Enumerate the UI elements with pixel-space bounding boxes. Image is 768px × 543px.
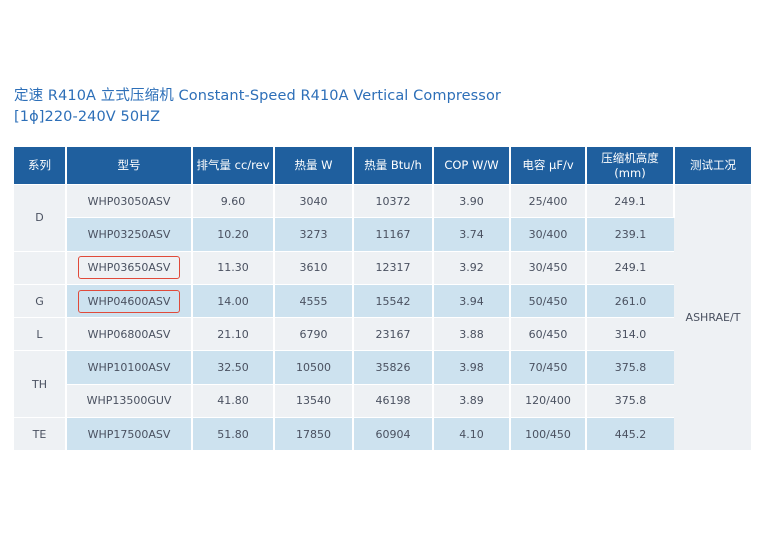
capacity-btu-cell: 60904 — [353, 417, 434, 451]
cop-cell: 3.94 — [433, 283, 511, 318]
capacity-w-cell: 10500 — [274, 350, 354, 385]
series-cell: TE — [14, 417, 67, 451]
header-capacity-btu: 热量 Btu/h — [353, 147, 434, 185]
model-cell: WHP10100ASV — [66, 350, 193, 385]
title-line-2: [1ϕ]220-240V 50HZ — [14, 109, 161, 125]
highlighted-model: WHP03650ASV — [77, 256, 181, 280]
table-header-row: 系列 型号 排气量 cc/rev 热量 W 热量 Btu/h COP W/W 电… — [14, 147, 751, 185]
header-height-line-2: (mm) — [614, 165, 646, 180]
displacement-cell: 10.20 — [192, 217, 275, 252]
capacity-btu-cell: 12317 — [353, 250, 434, 285]
height-cell: 445.2 — [586, 417, 674, 451]
capacity-btu-cell: 23167 — [353, 317, 434, 351]
table-row: WHP03650ASV 11.30 3610 12317 3.92 30/450… — [14, 250, 751, 285]
height-cell: 375.8 — [586, 383, 674, 418]
displacement-cell: 21.10 — [192, 317, 275, 351]
capacity-w-cell: 6790 — [274, 317, 354, 351]
capacity-w-cell: 4555 — [274, 283, 354, 318]
table-row: WHP03250ASV 10.20 3273 11167 3.74 30/400… — [14, 217, 751, 252]
header-displacement: 排气量 cc/rev — [192, 147, 275, 185]
displacement-cell: 41.80 — [192, 383, 275, 418]
capacitor-cell: 30/400 — [510, 217, 587, 252]
height-cell: 261.0 — [586, 283, 674, 318]
height-cell: 375.8 — [586, 350, 674, 385]
header-cop: COP W/W — [433, 147, 511, 185]
displacement-cell: 9.60 — [192, 183, 275, 218]
capacity-w-cell: 3610 — [274, 250, 354, 285]
series-cell-empty — [14, 250, 67, 285]
table-row: WHP13500GUV 41.80 13540 46198 3.89 120/4… — [14, 383, 751, 418]
model-cell: WHP04600ASV — [66, 283, 193, 318]
displacement-cell: 14.00 — [192, 283, 275, 318]
cop-cell: 3.92 — [433, 250, 511, 285]
capacitor-cell: 30/450 — [510, 250, 587, 285]
displacement-cell: 11.30 — [192, 250, 275, 285]
capacity-w-cell: 17850 — [274, 417, 354, 451]
height-cell: 249.1 — [586, 250, 674, 285]
header-test-condition: 测试工况 — [674, 147, 751, 185]
cop-cell: 4.10 — [433, 417, 511, 451]
capacity-btu-cell: 35826 — [353, 350, 434, 385]
table-row: G WHP04600ASV 14.00 4555 15542 3.94 50/4… — [14, 283, 751, 318]
model-cell: WHP06800ASV — [66, 317, 193, 351]
series-cell: L — [14, 317, 67, 351]
cop-cell: 3.89 — [433, 383, 511, 418]
model-cell: WHP13500GUV — [66, 383, 193, 418]
compressor-spec-table: 系列 型号 排气量 cc/rev 热量 W 热量 Btu/h COP W/W 电… — [14, 147, 751, 451]
capacity-btu-cell: 15542 — [353, 283, 434, 318]
model-cell: WHP03250ASV — [66, 217, 193, 252]
header-height-line-1: 压缩机高度 — [601, 150, 659, 165]
capacity-btu-cell: 46198 — [353, 383, 434, 418]
header-capacity-w: 热量 W — [274, 147, 354, 185]
test-condition-cell: ASHRAE/T — [674, 184, 751, 451]
capacity-btu-cell: 10372 — [353, 183, 434, 218]
table-row: TE WHP17500ASV 51.80 17850 60904 4.10 10… — [14, 417, 751, 451]
title-line-1: 定速 R410A 立式压缩机 Constant-Speed R410A Vert… — [14, 88, 501, 104]
header-capacitor: 电容 μF/v — [510, 147, 587, 185]
height-cell: 239.1 — [586, 217, 674, 252]
capacitor-cell: 100/450 — [510, 417, 587, 451]
capacitor-cell: 120/400 — [510, 383, 587, 418]
table-row: D WHP03050ASV 9.60 3040 10372 3.90 25/40… — [14, 183, 751, 451]
series-cell: G — [14, 283, 67, 318]
cop-cell: 3.98 — [433, 350, 511, 385]
cop-cell: 3.88 — [433, 317, 511, 351]
header-series: 系列 — [14, 147, 67, 185]
displacement-cell: 32.50 — [192, 350, 275, 385]
highlighted-model: WHP04600ASV — [77, 289, 181, 313]
series-cell: D — [14, 184, 67, 252]
height-cell: 249.1 — [586, 183, 675, 218]
capacity-w-cell: 13540 — [274, 383, 354, 418]
cop-cell: 3.74 — [433, 217, 511, 252]
series-cell: TH — [14, 350, 67, 418]
model-cell: WHP17500ASV — [66, 417, 193, 451]
capacity-w-cell: 3040 — [274, 183, 354, 218]
cop-cell: 3.90 — [433, 183, 511, 218]
header-model: 型号 — [66, 147, 193, 185]
header-height: 压缩机高度 (mm) — [586, 147, 675, 185]
table-row: L WHP06800ASV 21.10 6790 23167 3.88 60/4… — [14, 317, 751, 351]
displacement-cell: 51.80 — [192, 417, 275, 451]
capacitor-cell: 60/450 — [510, 317, 587, 351]
model-cell: WHP03650ASV — [66, 250, 193, 285]
table-row: TH WHP10100ASV 32.50 10500 35826 3.98 70… — [14, 350, 751, 418]
capacity-w-cell: 3273 — [274, 217, 354, 252]
capacitor-cell: 70/450 — [510, 350, 587, 385]
model-cell: WHP03050ASV — [66, 183, 193, 218]
capacitor-cell: 25/400 — [510, 183, 587, 218]
height-cell: 314.0 — [586, 317, 674, 351]
capacitor-cell: 50/450 — [510, 283, 587, 318]
page-title: 定速 R410A 立式压缩机 Constant-Speed R410A Vert… — [14, 86, 501, 128]
capacity-btu-cell: 11167 — [353, 217, 434, 252]
